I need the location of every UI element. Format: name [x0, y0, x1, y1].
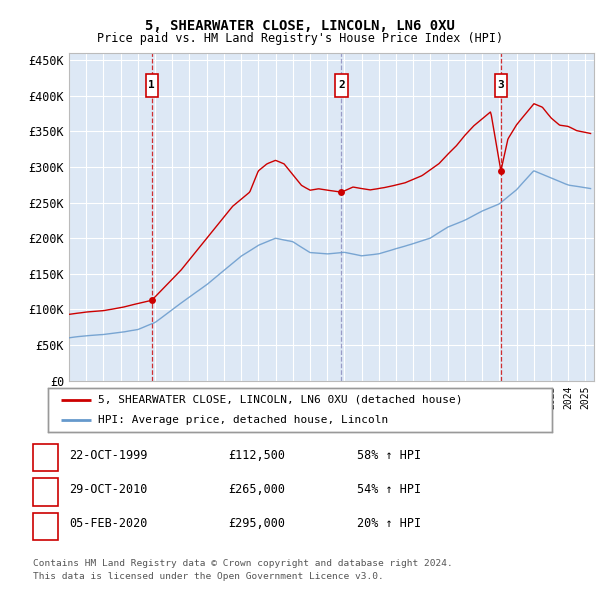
Text: 2: 2: [42, 485, 49, 494]
Text: 54% ↑ HPI: 54% ↑ HPI: [357, 483, 421, 496]
Text: Contains HM Land Registry data © Crown copyright and database right 2024.: Contains HM Land Registry data © Crown c…: [33, 559, 453, 568]
FancyBboxPatch shape: [495, 74, 507, 97]
Text: 2: 2: [338, 80, 345, 90]
Text: 3: 3: [497, 80, 504, 90]
Text: 5, SHEARWATER CLOSE, LINCOLN, LN6 0XU (detached house): 5, SHEARWATER CLOSE, LINCOLN, LN6 0XU (d…: [98, 395, 463, 405]
Text: 22-OCT-1999: 22-OCT-1999: [69, 449, 148, 462]
Text: 58% ↑ HPI: 58% ↑ HPI: [357, 449, 421, 462]
Text: 1: 1: [42, 451, 49, 460]
Text: This data is licensed under the Open Government Licence v3.0.: This data is licensed under the Open Gov…: [33, 572, 384, 581]
FancyBboxPatch shape: [335, 74, 347, 97]
Text: 5, SHEARWATER CLOSE, LINCOLN, LN6 0XU: 5, SHEARWATER CLOSE, LINCOLN, LN6 0XU: [145, 19, 455, 33]
Text: 1: 1: [148, 80, 155, 90]
Text: £295,000: £295,000: [228, 517, 285, 530]
Text: £112,500: £112,500: [228, 449, 285, 462]
Text: 05-FEB-2020: 05-FEB-2020: [69, 517, 148, 530]
Text: £265,000: £265,000: [228, 483, 285, 496]
Text: 20% ↑ HPI: 20% ↑ HPI: [357, 517, 421, 530]
Text: HPI: Average price, detached house, Lincoln: HPI: Average price, detached house, Linc…: [98, 415, 389, 425]
FancyBboxPatch shape: [146, 74, 158, 97]
Text: 29-OCT-2010: 29-OCT-2010: [69, 483, 148, 496]
Text: Price paid vs. HM Land Registry's House Price Index (HPI): Price paid vs. HM Land Registry's House …: [97, 32, 503, 45]
Text: 3: 3: [42, 519, 49, 529]
